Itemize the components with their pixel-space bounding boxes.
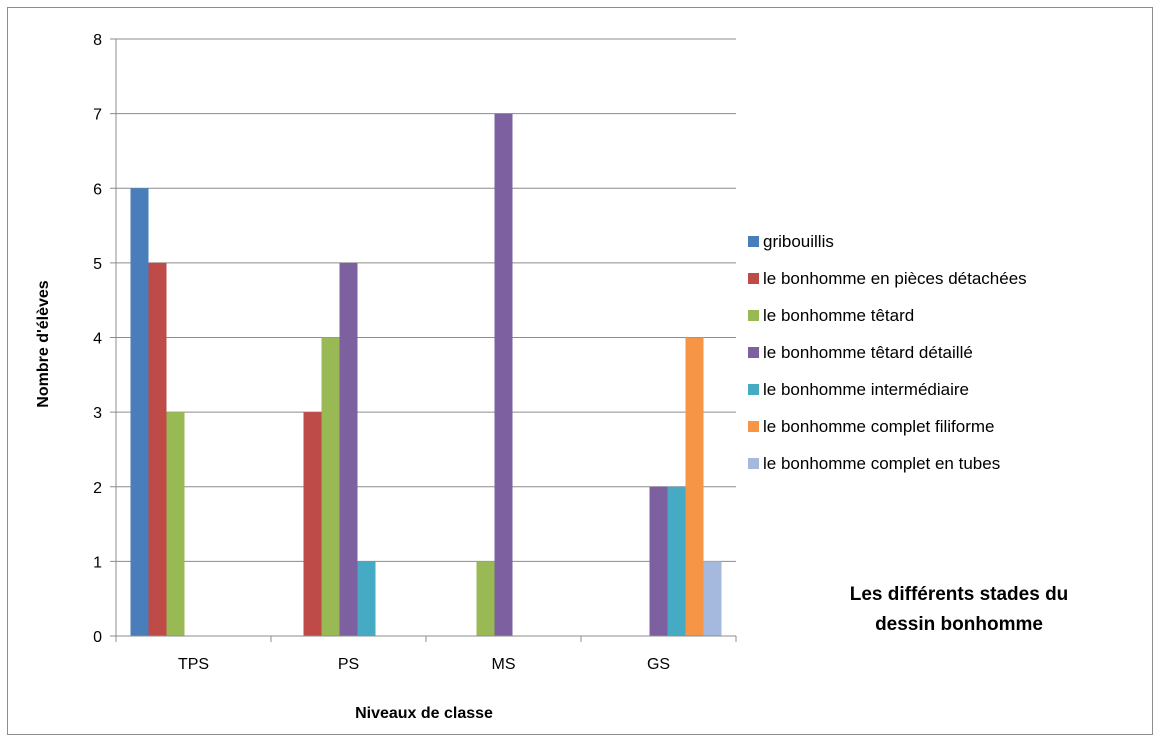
- legend-swatch: [748, 421, 759, 432]
- bar: [494, 113, 513, 636]
- x-tick-labels: TPS PS MS GS: [178, 656, 670, 673]
- bar: [339, 262, 358, 636]
- legend-swatch: [748, 310, 759, 321]
- bar: [130, 188, 149, 636]
- y-axis-label: Nombre d'élèves: [35, 280, 52, 408]
- legend-swatch: [748, 458, 759, 469]
- bar: [703, 561, 722, 636]
- legend-label: le bonhomme têtard détaillé: [763, 343, 973, 362]
- chart-frame: 0 1 2 3 4 5 6 7 8 TPS PS MS GS Nombre d'élèves Nive…: [7, 7, 1153, 735]
- legend-swatch: [748, 384, 759, 395]
- x-tick-label: MS: [492, 656, 516, 673]
- legend: gribouillis le bonhomme en pièces détaché…: [748, 232, 1027, 473]
- legend-swatch: [748, 236, 759, 247]
- bar: [166, 412, 185, 636]
- x-tick-label: GS: [647, 656, 670, 673]
- y-tick-label: 6: [93, 181, 102, 198]
- chart-title: Les différents stades du dessin bonhomme: [850, 584, 1069, 635]
- legend-label: le bonhomme intermédiaire: [763, 380, 969, 399]
- y-tick-label: 4: [93, 331, 102, 348]
- bar: [148, 262, 167, 636]
- legend-label: le bonhomme complet filiforme: [763, 417, 994, 436]
- y-tick-label: 3: [93, 405, 102, 422]
- legend-label: le bonhomme en pièces détachées: [763, 269, 1027, 288]
- bar: [303, 412, 322, 636]
- chart-title-line-2: dessin bonhomme: [875, 614, 1043, 635]
- bar: [649, 486, 668, 636]
- bar: [321, 337, 340, 636]
- gridlines: [116, 38, 736, 562]
- legend-label: le bonhomme têtard: [763, 306, 914, 325]
- x-axis-label: Niveaux de classe: [355, 705, 493, 722]
- legend-label: le bonhomme complet en tubes: [763, 454, 1000, 473]
- legend-label: gribouillis: [763, 232, 834, 251]
- y-tick-label: 8: [93, 32, 102, 49]
- y-tick-label: 1: [93, 554, 102, 571]
- bar: [667, 486, 686, 636]
- bar: [685, 337, 704, 636]
- bar: [476, 561, 495, 636]
- y-tick-label: 0: [93, 629, 102, 646]
- y-tick-label: 7: [93, 107, 102, 124]
- axes: [110, 38, 737, 642]
- legend-swatch: [748, 347, 759, 358]
- bar-chart: 0 1 2 3 4 5 6 7 8 TPS PS MS GS Nombre d'élèves Nive…: [35, 32, 1069, 722]
- y-tick-label: 2: [93, 480, 102, 497]
- x-tick-label: TPS: [178, 656, 209, 673]
- x-tick-label: PS: [338, 656, 359, 673]
- legend-swatch: [748, 273, 759, 284]
- bar: [357, 561, 376, 636]
- bars: [130, 113, 722, 636]
- chart-title-line-1: Les différents stades du: [850, 584, 1069, 605]
- y-tick-label: 5: [93, 256, 102, 273]
- y-tick-labels: 0 1 2 3 4 5 6 7 8: [93, 32, 102, 646]
